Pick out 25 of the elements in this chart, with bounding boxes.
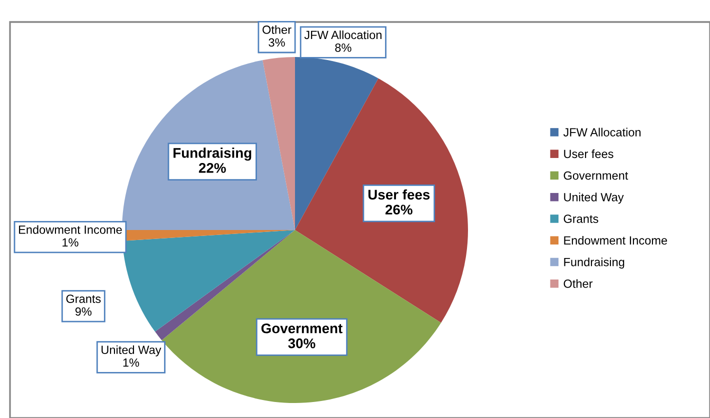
legend-label: User fees bbox=[564, 149, 614, 158]
slice-label: Grants bbox=[66, 294, 101, 303]
data-label: 9% bbox=[75, 307, 92, 316]
data-label: 1% bbox=[62, 238, 78, 247]
slice-label: Endowment Income bbox=[19, 225, 122, 234]
legend-label: Government bbox=[564, 171, 628, 180]
data-label: 3% bbox=[268, 38, 285, 47]
legend-label: Fundraising bbox=[564, 258, 624, 269]
data-label: 1% bbox=[123, 358, 140, 367]
data-label: 8% bbox=[335, 43, 352, 52]
legend-label: Grants bbox=[564, 214, 598, 223]
slice-label: User fees bbox=[368, 189, 430, 200]
legend-label: Other bbox=[564, 279, 593, 288]
slice-label: JFW Allocation bbox=[304, 30, 382, 40]
data-label: 26% bbox=[385, 204, 412, 215]
data-label: 22% bbox=[198, 163, 226, 173]
slice-label: Other bbox=[262, 25, 292, 34]
slice-label: United Way bbox=[102, 345, 162, 356]
legend-label: JFW Allocation bbox=[563, 128, 641, 136]
slice-label: Fundraising bbox=[174, 148, 252, 161]
slice-label: Government bbox=[261, 323, 342, 334]
pie-slice bbox=[262, 57, 295, 230]
legend-label: Endowment Income bbox=[564, 236, 668, 245]
legend-label: United Way bbox=[564, 192, 624, 204]
data-label: 30% bbox=[288, 338, 316, 348]
